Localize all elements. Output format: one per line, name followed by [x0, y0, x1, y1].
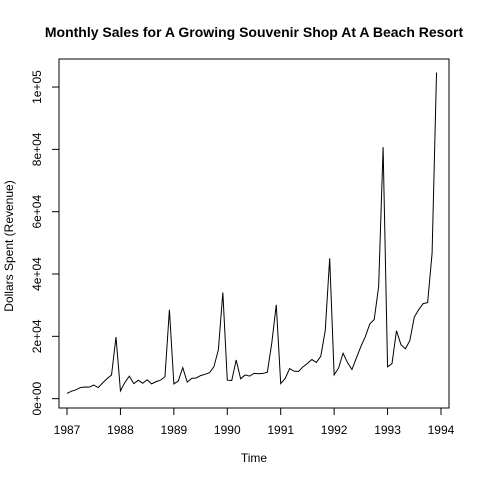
x-tick-label-0: 1987 — [54, 423, 81, 437]
y-tick-label-3: 6e+04 — [30, 195, 44, 229]
y-tick-label-1: 2e+04 — [30, 319, 44, 353]
x-tick-label-3: 1990 — [214, 423, 241, 437]
x-tick-label-6: 1993 — [374, 423, 401, 437]
y-axis-label: Dollars Spent (Revenue) — [2, 180, 16, 311]
y-axis: 0e+00 2e+04 4e+04 6e+04 8e+04 1e+05 — [30, 70, 59, 416]
plot-frame — [58, 58, 450, 409]
y-tick-label-5: 1e+05 — [30, 70, 44, 104]
x-axis: 1987 1988 1989 1990 1991 1992 1993 1994 — [54, 408, 455, 437]
x-tick-label-5: 1992 — [321, 423, 348, 437]
series-line-sales — [66, 72, 438, 394]
x-axis-label: Time — [241, 451, 268, 465]
y-tick-label-0: 0e+00 — [30, 381, 44, 415]
x-tick-label-7: 1994 — [428, 423, 455, 437]
chart-title: Monthly Sales for A Growing Souvenir Sho… — [45, 24, 464, 40]
x-tick-label-2: 1989 — [161, 423, 188, 437]
x-tick-label-1: 1988 — [107, 423, 134, 437]
y-tick-label-4: 8e+04 — [30, 132, 44, 166]
y-tick-label-2: 4e+04 — [30, 257, 44, 291]
x-tick-label-4: 1991 — [267, 423, 294, 437]
